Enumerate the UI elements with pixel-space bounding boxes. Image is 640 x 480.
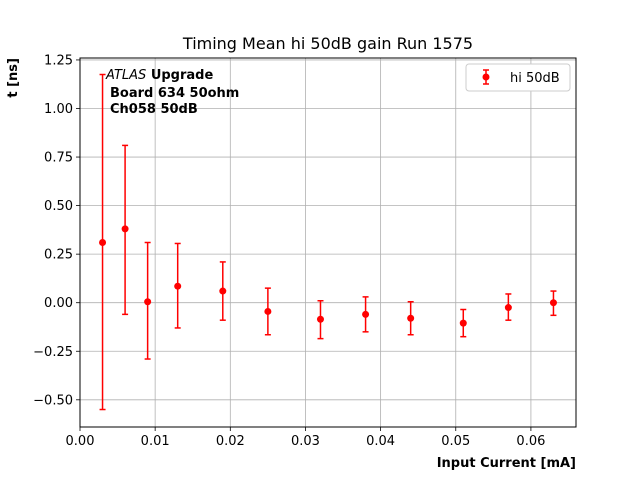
data-point <box>504 304 512 312</box>
legend-box <box>465 63 571 92</box>
axis-ticks: 0.00 0.01 0.02 0.03 0.04 0.05 0.06 −0.50 −0.25 0.… <box>33 53 545 449</box>
channel-label: Ch058 50dB <box>110 102 198 117</box>
x-tick-label: 0.05 <box>441 434 470 449</box>
legend-marker <box>482 73 490 81</box>
x-axis-label: Input Current [mA] <box>437 456 576 471</box>
data-point <box>219 287 227 295</box>
y-tick-label: 1.00 <box>44 102 73 117</box>
board-label: Board 634 50ohm <box>110 86 239 101</box>
y-tick-label: 1.25 <box>44 53 73 68</box>
data-point <box>407 314 415 322</box>
y-tick-label: 0.25 <box>44 248 73 263</box>
plot-frame <box>79 57 577 428</box>
x-tick-label: 0.03 <box>291 434 320 449</box>
legend: hi 50dB <box>465 63 571 92</box>
y-tick-label: −0.25 <box>33 345 73 360</box>
data-point <box>144 298 152 306</box>
x-tick-label: 0.01 <box>141 434 170 449</box>
data-point <box>264 307 272 315</box>
chart-title: Timing Mean hi 50dB gain Run 1575 <box>182 34 473 53</box>
data-point <box>362 310 370 318</box>
grid-lines <box>79 58 576 427</box>
x-tick-label: 0.00 <box>66 434 95 449</box>
data-point <box>99 239 107 246</box>
atlas-label-bold: Upgrade <box>151 68 214 83</box>
data-point <box>459 319 467 327</box>
atlas-label-italic: ATLAS <box>105 68 146 83</box>
x-tick-label: 0.06 <box>516 434 545 449</box>
atlas-label: ATLAS Upgrade <box>105 68 213 83</box>
x-tick-label: 0.04 <box>366 434 395 449</box>
x-tick-label: 0.02 <box>216 434 245 449</box>
data-point <box>549 299 557 307</box>
legend-label: hi 50dB <box>510 71 560 86</box>
data-point <box>121 225 129 233</box>
y-tick-label: −0.50 <box>33 393 73 408</box>
data-series <box>99 73 557 411</box>
y-tick-label: 0.75 <box>44 151 73 166</box>
data-point <box>174 282 182 290</box>
y-tick-label: 0.00 <box>44 296 73 311</box>
y-tick-label: 0.50 <box>44 199 73 214</box>
data-point <box>316 315 324 323</box>
y-axis-label: t [ns] <box>6 58 21 98</box>
